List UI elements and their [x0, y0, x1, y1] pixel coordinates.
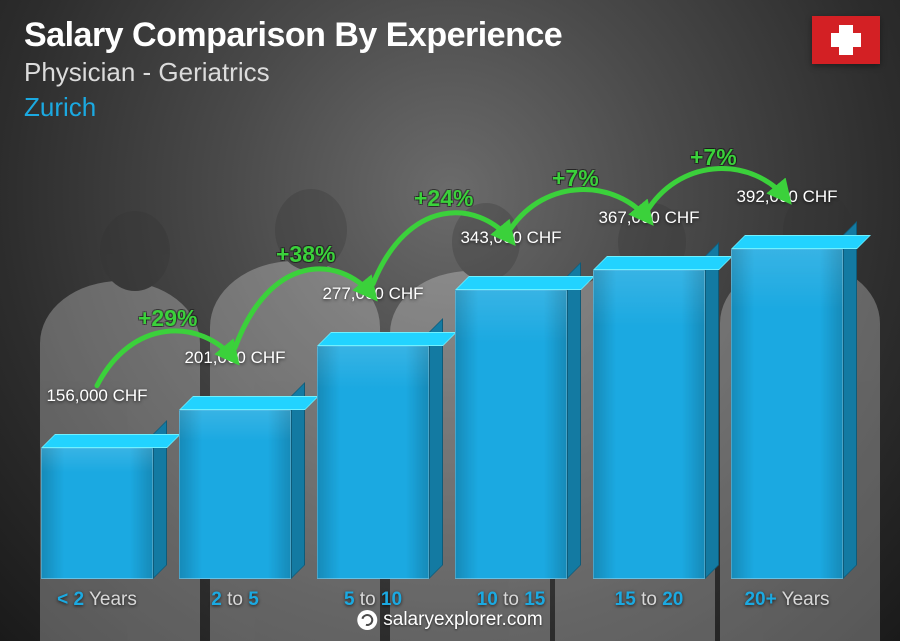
growth-pct-label: +29% — [138, 305, 197, 332]
bar-slot: 392,000 CHF20+ Years — [731, 249, 843, 579]
bar — [179, 410, 291, 579]
bar-slot: 367,000 CHF15 to 20 — [593, 249, 705, 579]
bar — [317, 346, 429, 579]
bar-slot: 201,000 CHF2 to 5 — [179, 249, 291, 579]
bar-x-label: 5 to 10 — [344, 589, 402, 611]
growth-pct-label: +38% — [276, 241, 335, 268]
chart-title: Salary Comparison By Experience — [24, 16, 562, 55]
footer-attribution: salaryexplorer.com — [357, 609, 542, 631]
growth-pct-label: +24% — [414, 185, 473, 212]
title-block: Salary Comparison By Experience Physicia… — [24, 16, 562, 123]
bar-value-label: 277,000 CHF — [322, 284, 423, 304]
bar-x-label: 2 to 5 — [211, 589, 259, 611]
swiss-flag-icon — [812, 16, 880, 64]
bar — [41, 448, 153, 579]
growth-pct-label: +7% — [690, 144, 737, 171]
infographic-stage: Salary Comparison By Experience Physicia… — [0, 0, 900, 641]
bar — [593, 270, 705, 579]
logo-icon — [357, 610, 377, 630]
bar-value-label: 367,000 CHF — [598, 208, 699, 228]
growth-pct-label: +7% — [552, 165, 599, 192]
bar-chart: 156,000 CHF< 2 Years201,000 CHF2 to 5277… — [26, 160, 858, 579]
bar-value-label: 392,000 CHF — [736, 187, 837, 207]
bar-x-label: < 2 Years — [57, 589, 137, 611]
chart-location: Zurich — [24, 92, 562, 123]
chart-subtitle: Physician - Geriatrics — [24, 57, 562, 88]
bar-slot: 156,000 CHF< 2 Years — [41, 249, 153, 579]
bar-value-label: 156,000 CHF — [46, 386, 147, 406]
bar-value-label: 201,000 CHF — [184, 348, 285, 368]
footer-text: salaryexplorer.com — [383, 609, 542, 631]
bar-x-label: 10 to 15 — [477, 589, 546, 611]
bar — [455, 290, 567, 579]
bar — [731, 249, 843, 579]
bar-value-label: 343,000 CHF — [460, 228, 561, 248]
bar-slot: 343,000 CHF10 to 15 — [455, 249, 567, 579]
bar-slot: 277,000 CHF5 to 10 — [317, 249, 429, 579]
bar-x-label: 15 to 20 — [615, 589, 684, 611]
bar-x-label: 20+ Years — [744, 589, 829, 611]
